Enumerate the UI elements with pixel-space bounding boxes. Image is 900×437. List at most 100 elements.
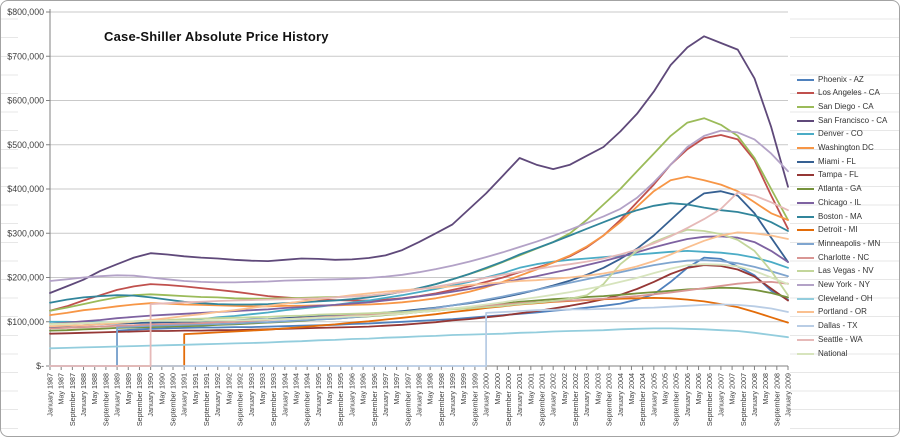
legend-swatch-chicago-il bbox=[797, 201, 814, 204]
y-axis-label: $100,000 bbox=[7, 317, 44, 327]
legend-item-san-francisco-ca[interactable]: San Francisco - CA bbox=[797, 115, 887, 127]
legend-label: Atlanta - GA bbox=[818, 184, 862, 194]
legend-item-tampa-fl[interactable]: Tampa - FL bbox=[797, 169, 858, 181]
x-axis-label: September 1996 bbox=[370, 373, 379, 426]
legend-swatch-miami-fl bbox=[797, 160, 814, 163]
y-axis-label: $400,000 bbox=[7, 184, 44, 194]
x-axis-label: September 1993 bbox=[269, 373, 278, 426]
x-axis-label: May 1997 bbox=[392, 373, 401, 405]
x-axis-label: September 2005 bbox=[672, 373, 681, 426]
x-axis-label: January 1988 bbox=[79, 373, 88, 417]
y-axis-label: $600,000 bbox=[7, 96, 44, 106]
x-axis-label: January 1987 bbox=[46, 373, 55, 417]
legend-swatch-seattle-wa bbox=[797, 338, 814, 341]
legend-swatch-tampa-fl bbox=[797, 174, 814, 177]
x-axis-label: September 1991 bbox=[202, 373, 211, 426]
legend-label: Phoenix - AZ bbox=[818, 74, 864, 84]
series-line-new-york-ny bbox=[49, 129, 789, 284]
series-line-tampa-fl bbox=[49, 264, 789, 335]
legend-item-san-diego-ca[interactable]: San Diego - CA bbox=[797, 101, 874, 113]
legend-label: San Francisco - CA bbox=[818, 115, 888, 125]
legend-label: Chicago - IL bbox=[818, 197, 862, 207]
legend-item-miami-fl[interactable]: Miami - FL bbox=[797, 156, 856, 168]
legend-item-boston-ma[interactable]: Boston - MA bbox=[797, 211, 862, 223]
legend-swatch-atlanta-ga bbox=[797, 188, 814, 191]
x-axis-label: September 1988 bbox=[101, 373, 110, 426]
x-axis-label: September 1995 bbox=[336, 373, 345, 426]
series-line-cleveland-oh bbox=[49, 327, 789, 350]
x-axis-label: September 1999 bbox=[470, 373, 479, 426]
series-line-detroit-mi bbox=[49, 296, 789, 367]
x-axis-label: January 1993 bbox=[247, 373, 256, 417]
legend-item-atlanta-ga[interactable]: Atlanta - GA bbox=[797, 183, 862, 195]
x-axis-label: May 1996 bbox=[359, 373, 368, 405]
legend-item-dallas-tx[interactable]: Dallas - TX bbox=[797, 320, 857, 332]
legend-item-seattle-wa[interactable]: Seattle - WA bbox=[797, 334, 863, 346]
legend-label: Los Angeles - CA bbox=[818, 88, 880, 98]
legend-swatch-san-francisco-ca bbox=[797, 119, 814, 122]
legend-item-national[interactable]: National bbox=[797, 348, 847, 360]
legend-item-washington-dc[interactable]: Washington DC bbox=[797, 142, 874, 154]
legend-item-las-vegas-nv[interactable]: Las Vegas - NV bbox=[797, 265, 874, 277]
legend-swatch-boston-ma bbox=[797, 215, 814, 218]
worksheet-gridlines-left bbox=[1, 1, 18, 436]
legend-item-chicago-il[interactable]: Chicago - IL bbox=[797, 197, 861, 209]
legend-swatch-san-diego-ca bbox=[797, 105, 814, 108]
x-axis-label: May 1994 bbox=[292, 373, 301, 405]
series-line-washington-dc bbox=[49, 175, 789, 317]
x-axis-label: May 1993 bbox=[258, 373, 267, 405]
legend-label: Las Vegas - NV bbox=[818, 266, 874, 276]
x-axis-label: May 2003 bbox=[593, 373, 602, 405]
legend-item-phoenix-az[interactable]: Phoenix - AZ bbox=[797, 74, 864, 86]
x-axis-label: May 2001 bbox=[526, 373, 535, 405]
x-axis-label: May 2000 bbox=[493, 373, 502, 405]
x-axis-label: September 2003 bbox=[605, 373, 614, 426]
x-axis-label: January 2000 bbox=[482, 373, 491, 417]
legend-label: Detroit - MI bbox=[818, 225, 858, 235]
x-axis-label: January 2003 bbox=[582, 373, 591, 417]
series-line-san-francisco-ca bbox=[49, 35, 789, 294]
x-axis-label: September 1992 bbox=[236, 373, 245, 426]
x-axis-label: September 2001 bbox=[538, 373, 547, 426]
x-axis-label: January 1992 bbox=[213, 373, 222, 417]
x-axis-label: May 2006 bbox=[694, 373, 703, 405]
x-axis-label: September 2007 bbox=[739, 373, 748, 426]
series-line-chicago-il bbox=[49, 235, 789, 325]
series-line-national bbox=[49, 263, 789, 326]
x-axis-label: January 2004 bbox=[616, 373, 625, 417]
x-axis-label: May 1991 bbox=[191, 373, 200, 405]
x-axis-label: May 1989 bbox=[124, 373, 133, 405]
x-axis-label: January 1989 bbox=[113, 373, 122, 417]
y-axis-label: $200,000 bbox=[7, 273, 44, 283]
x-axis-label: September 2000 bbox=[504, 373, 513, 426]
x-axis-label: September 1990 bbox=[169, 373, 178, 426]
chart-title[interactable]: Case-Shiller Absolute Price History bbox=[104, 29, 329, 44]
x-axis-label: September 2004 bbox=[638, 373, 647, 426]
x-axis-label: September 1997 bbox=[403, 373, 412, 426]
legend-label: San Diego - CA bbox=[818, 101, 874, 111]
legend-item-portland-or[interactable]: Portland - OR bbox=[797, 306, 867, 318]
legend-item-los-angeles-ca[interactable]: Los Angeles - CA bbox=[797, 87, 880, 99]
legend-label: Tampa - FL bbox=[818, 170, 859, 180]
legend-swatch-los-angeles-ca bbox=[797, 92, 814, 95]
x-axis-label: January 2009 bbox=[784, 373, 793, 417]
x-axis-label: September 2002 bbox=[571, 373, 580, 426]
x-axis-label: May 2002 bbox=[560, 373, 569, 405]
x-axis-label: January 1994 bbox=[280, 373, 289, 417]
legend-label: Washington DC bbox=[818, 143, 874, 152]
legend-item-denver-co[interactable]: Denver - CO bbox=[797, 128, 863, 140]
series-line-los-angeles-ca bbox=[49, 134, 789, 312]
legend-item-minneapolis-mn[interactable]: Minneapolis - MN bbox=[797, 238, 880, 250]
legend-label: Miami - FL bbox=[818, 156, 856, 166]
legend-item-new-york-ny[interactable]: New York - NY bbox=[797, 279, 870, 291]
legend-item-cleveland-oh[interactable]: Cleveland - OH bbox=[797, 293, 873, 305]
legend-label: Portland - OR bbox=[818, 307, 867, 317]
series-line-seattle-wa bbox=[49, 191, 789, 367]
legend-item-charlotte-nc[interactable]: Charlotte - NC bbox=[797, 252, 869, 264]
x-axis-label: January 1990 bbox=[146, 373, 155, 417]
legend-swatch-dallas-tx bbox=[797, 325, 814, 328]
legend-item-detroit-mi[interactable]: Detroit - MI bbox=[797, 224, 858, 236]
x-axis-label: January 2001 bbox=[515, 373, 524, 417]
x-axis-label: January 2002 bbox=[549, 373, 558, 417]
